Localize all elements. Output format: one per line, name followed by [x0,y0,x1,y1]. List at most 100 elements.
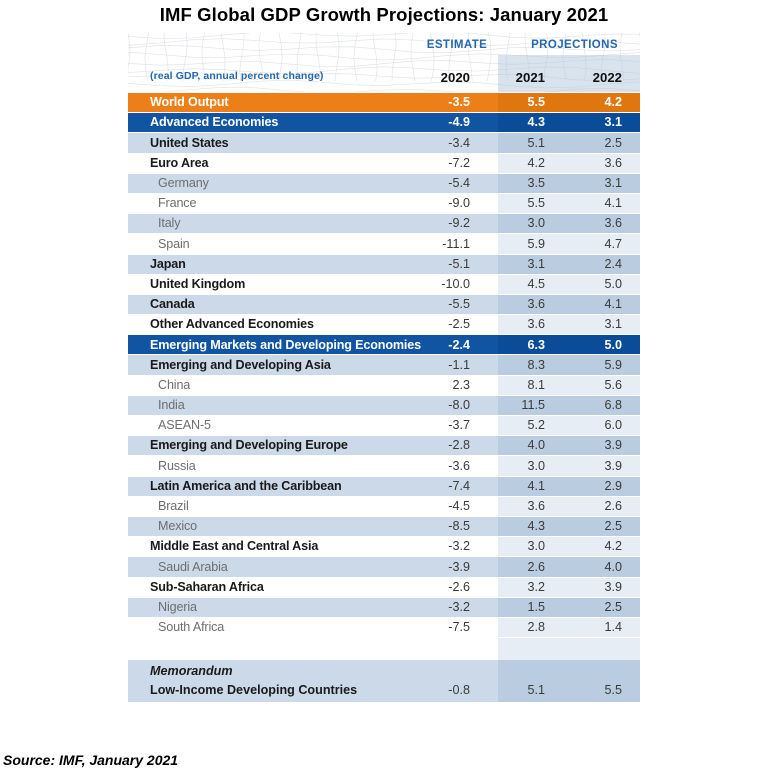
value-2021: 2.8 [527,620,545,635]
row-label: Low-Income Developing Countries [150,683,358,698]
value-2022: 6.8 [604,398,622,413]
table-row: Japan -5.1 3.1 2.4 [128,254,640,275]
estimate-column-group-label: ESTIMATE [426,39,488,51]
value-2022: 4.1 [604,297,622,312]
value-2022: 4.0 [604,559,622,574]
table-row: ASEAN-5 -3.7 5.2 6.0 [128,416,640,437]
table-row: United States -3.4 5.1 2.5 [128,133,640,154]
table-row: Middle East and Central Asia -3.2 3.0 4.2 [128,537,640,558]
value-2022: 5.6 [604,377,622,392]
gdp-projections-table: ESTIMATE PROJECTIONS (real GDP, annual p… [128,33,640,704]
value-2021: 5.5 [527,196,545,211]
column-header-2021: 2021 [515,70,545,85]
value-2022: 2.5 [604,599,622,614]
table-row: Emerging Markets and Developing Economie… [128,335,640,356]
value-2021: 8.1 [527,377,545,392]
value-2022: 3.1 [604,317,622,332]
value-2022: 5.5 [604,683,622,698]
table-row: Spain -11.1 5.9 4.7 [128,234,640,255]
table-row: Brazil -4.5 3.6 2.6 [128,496,640,517]
value-2022: 2.5 [604,135,622,150]
value-2022: 3.9 [604,438,622,453]
value-2021: 3.2 [527,579,545,594]
value-2020: -2.8 [448,438,470,453]
value-2020: -8.0 [448,398,470,413]
value-2021: 4.0 [527,438,545,453]
value-2022: 3.9 [604,579,622,594]
value-2022: 4.1 [604,196,622,211]
table-row: World Output -3.5 5.5 4.2 [128,93,640,114]
value-2021: 4.5 [527,276,545,291]
value-2022: 5.0 [604,337,622,352]
value-2020: -1.1 [448,357,470,372]
value-2021: 5.5 [527,95,545,110]
projections-column-band [498,55,640,92]
value-2022: 2.5 [604,519,622,534]
value-2022: 2.4 [604,256,622,271]
value-2021: 5.1 [527,683,545,698]
value-2020: -0.8 [448,683,470,698]
value-2020: -3.5 [448,95,470,110]
value-2021: 3.0 [527,539,545,554]
row-label: Emerging and Developing Asia [150,357,331,372]
row-label: Emerging Markets and Developing Economie… [150,337,421,352]
table-row: Other Advanced Economies -2.5 3.6 3.1 [128,315,640,336]
value-2020: -3.2 [448,539,470,554]
row-label: Brazil [158,499,189,514]
value-2022: 2.6 [604,499,622,514]
value-2022: 2.9 [604,478,622,493]
value-2020: -4.5 [448,499,470,514]
row-label: Italy [158,216,181,231]
memorandum-labels: Memorandum Low-Income Developing Countri… [128,665,418,697]
value-2021: 8.3 [527,357,545,372]
value-2021: 3.6 [527,297,545,312]
table-row: United Kingdom -10.0 4.5 5.0 [128,274,640,295]
memorandum-row: Memorandum Low-Income Developing Countri… [128,660,640,704]
value-2020: -10.0 [441,276,470,291]
row-label: Canada [150,297,195,312]
table-row: France -9.0 5.5 4.1 [128,193,640,215]
value-2022: 4.2 [604,539,622,554]
table-row: Canada -5.5 3.6 4.1 [128,294,640,316]
value-2022: 3.1 [604,115,622,130]
row-label: South Africa [158,620,225,635]
value-2021: 3.1 [527,256,545,271]
table-row: India -8.0 11.5 6.8 [128,395,640,416]
value-2020: -4.9 [448,115,470,130]
value-2022: 6.0 [604,418,622,433]
value-2021: 3.5 [527,176,545,191]
value-2022: 3.1 [604,176,622,191]
value-2022: 1.4 [604,620,622,635]
value-2020: -8.5 [448,519,470,534]
table-row: Emerging and Developing Asia -1.1 8.3 5.9 [128,355,640,376]
row-label: Middle East and Central Asia [150,539,319,554]
value-2020: -5.4 [448,176,470,191]
value-2022: 3.6 [604,216,622,231]
value-2020: -3.6 [448,458,470,473]
value-2021: 3.6 [527,499,545,514]
value-2020: -7.2 [448,155,470,170]
row-label: Spain [158,236,190,251]
source-note: Source: IMF, January 2021 [3,752,179,768]
table-row: Italy -9.2 3.0 3.6 [128,214,640,235]
row-label: France [158,196,197,211]
table-row: Advanced Economies -4.9 4.3 3.1 [128,113,640,134]
value-2020: -5.5 [448,297,470,312]
value-2020: -2.6 [448,579,470,594]
row-label: United Kingdom [150,276,246,291]
value-2021: 5.1 [527,135,545,150]
page-title: IMF Global GDP Growth Projections: Janua… [159,4,609,25]
value-2021: 6.3 [527,337,545,352]
value-2022: 4.7 [604,236,622,251]
value-2021: 2.6 [527,559,545,574]
table-row: China 2.3 8.1 5.6 [128,375,640,396]
column-header-2022: 2022 [592,70,622,85]
value-2022: 4.2 [604,95,622,110]
value-2020: -3.4 [448,135,470,150]
value-2022: 3.9 [604,458,622,473]
value-2020: -9.2 [448,216,470,231]
row-label: Saudi Arabia [158,559,228,574]
value-2020: -7.5 [448,620,470,635]
row-label: Sub-Saharan Africa [150,579,264,594]
table-row: Nigeria -3.2 1.5 2.5 [128,597,640,618]
